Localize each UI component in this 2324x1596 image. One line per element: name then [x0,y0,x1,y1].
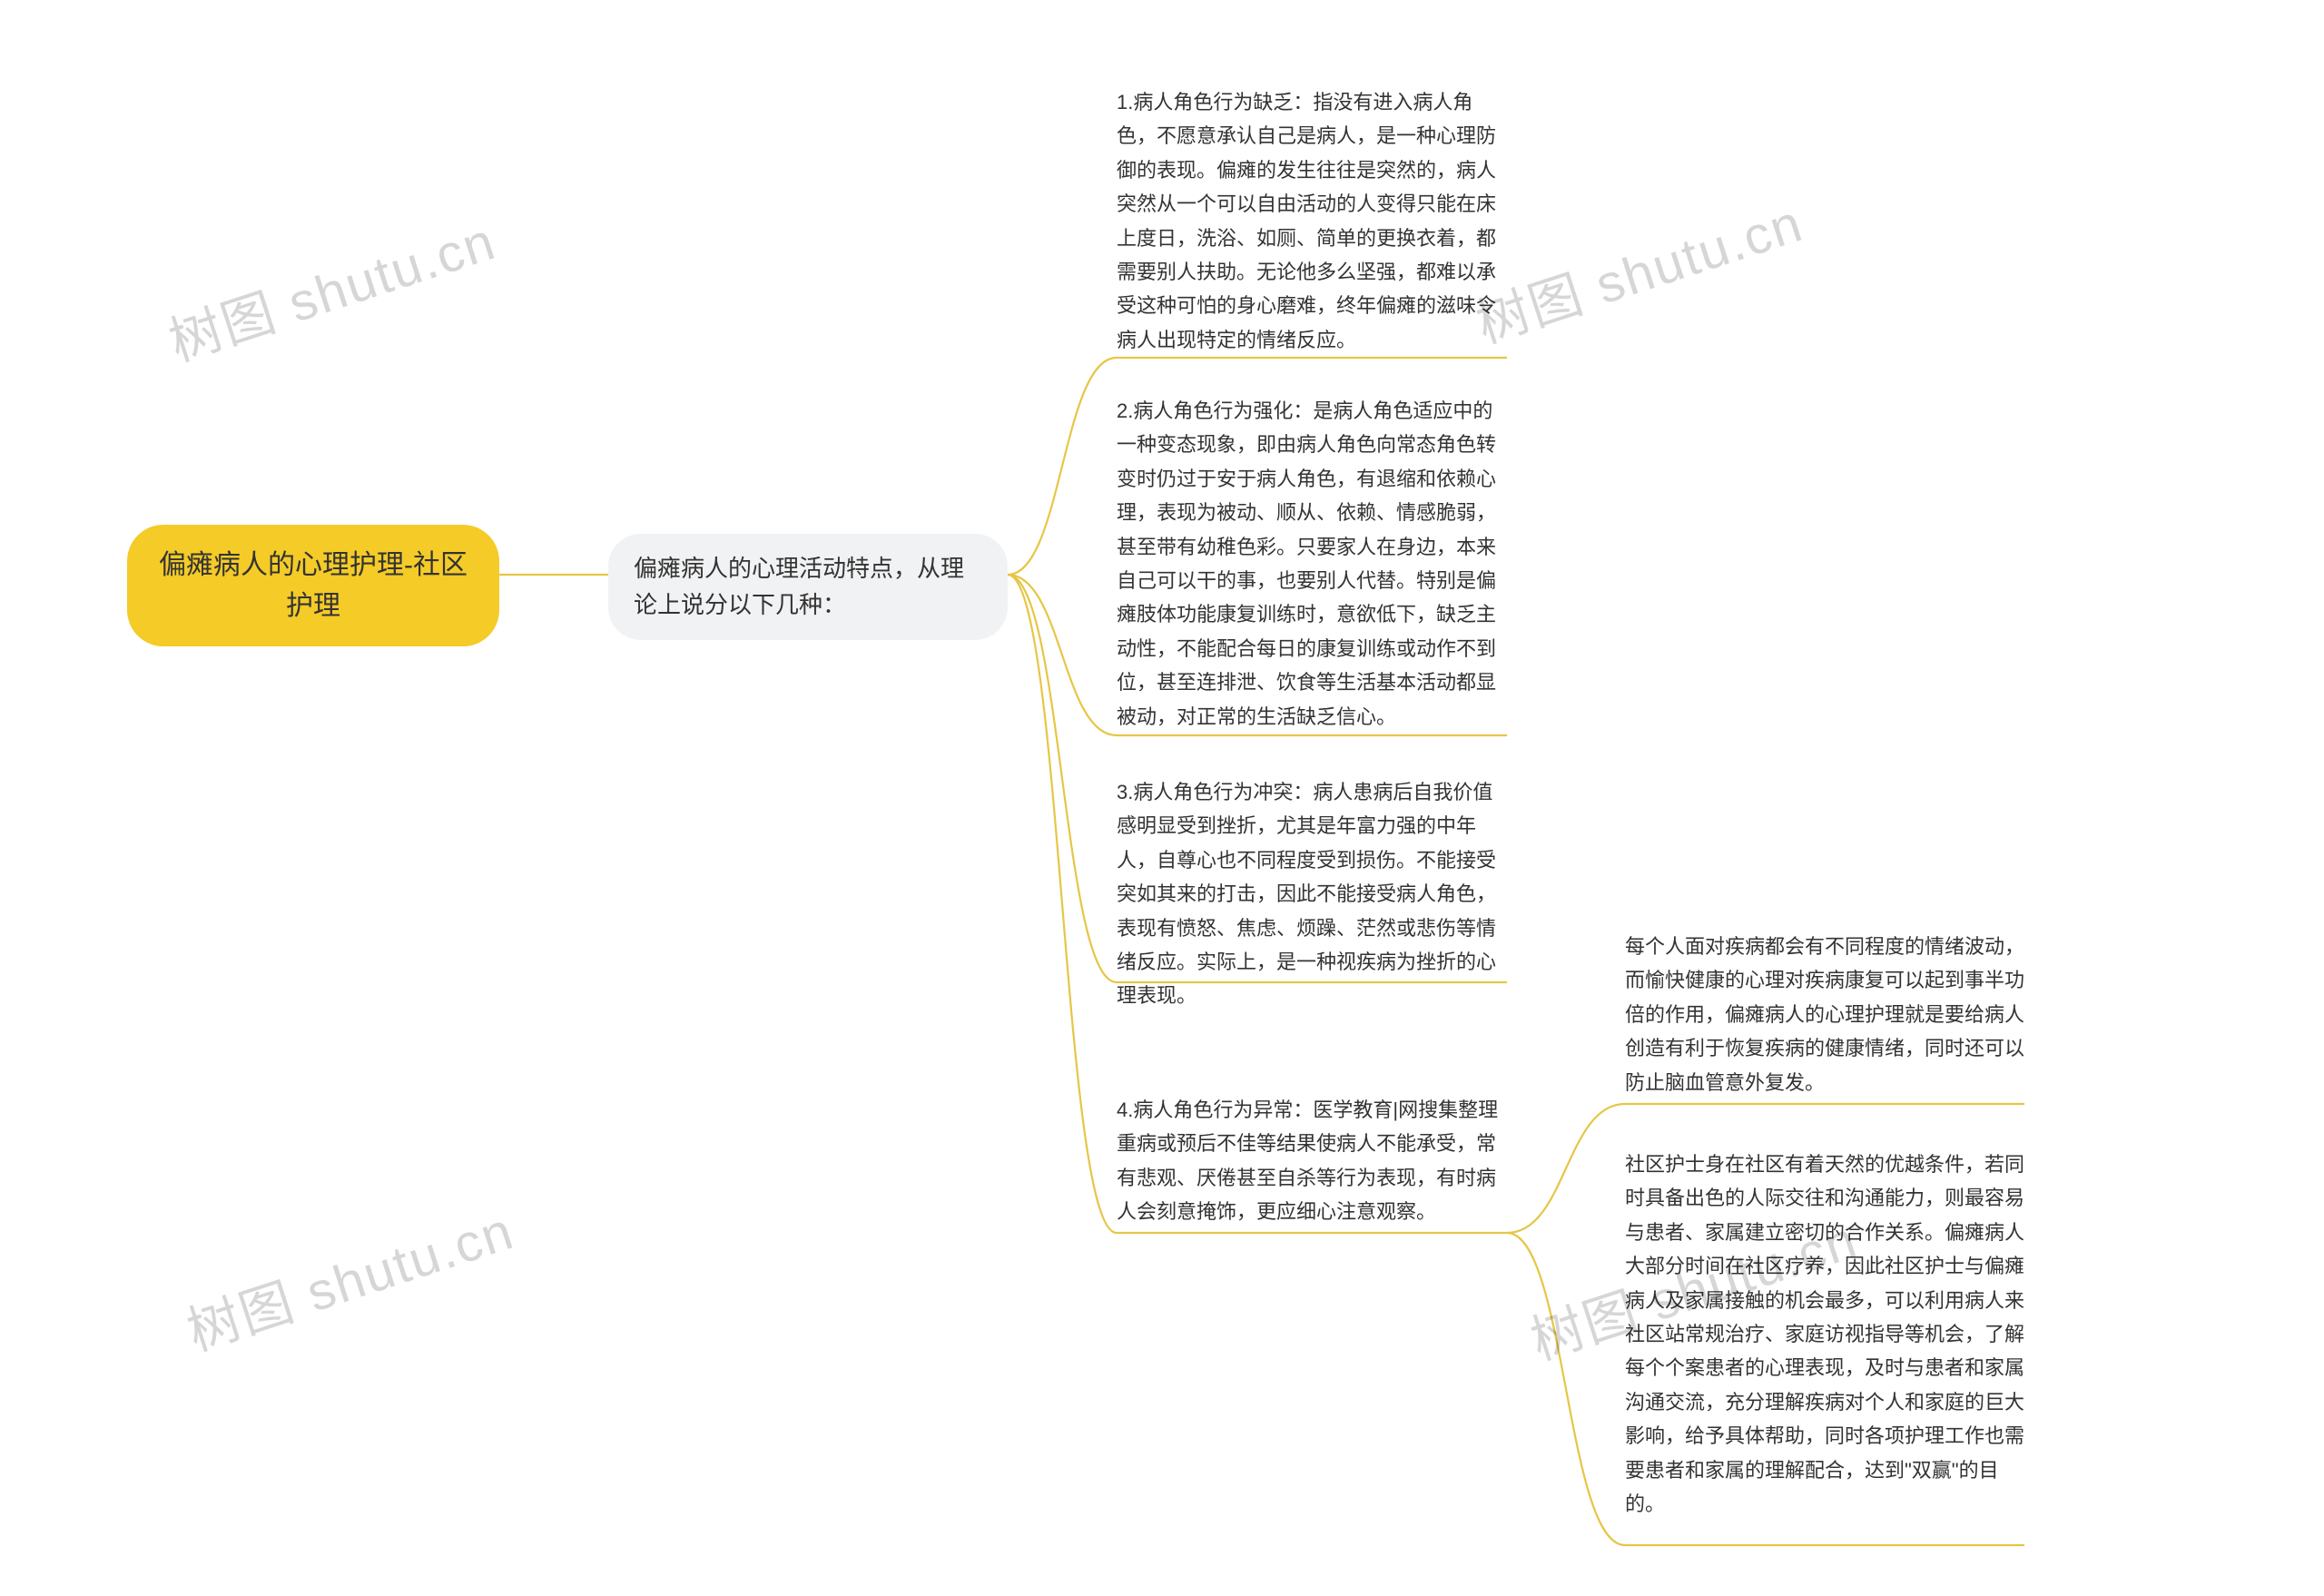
leaf-node-1[interactable]: 1.病人角色行为缺乏：指没有进入病人角色，不愿意承认自己是病人，是一种心理防御的… [1117,82,1507,360]
mindmap-canvas: 偏瘫病人的心理护理-社区护理 偏瘫病人的心理活动特点，从理论上说分以下几种： 1… [0,0,2324,1596]
watermark-1: 树图 shutu.cn [158,199,504,376]
watermark-3: 树图 shutu.cn [176,1188,522,1365]
subleaf-node-4a[interactable]: 每个人面对疾病都会有不同程度的情绪波动，而愉快健康的心理对疾病康复可以起到事半功… [1625,926,2024,1103]
subleaf-node-4b[interactable]: 社区护士身在社区有着天然的优越条件，若同时具备出色的人际交往和沟通能力，则最容易… [1625,1144,2024,1524]
root-node[interactable]: 偏瘫病人的心理护理-社区护理 [127,525,499,646]
watermark-2: 树图 shutu.cn [1465,181,1811,358]
level1-node[interactable]: 偏瘫病人的心理活动特点，从理论上说分以下几种： [608,534,1008,640]
leaf-node-2[interactable]: 2.病人角色行为强化：是病人角色适应中的一种变态现象，即由病人角色向常态角色转变… [1117,390,1507,737]
leaf-node-3[interactable]: 3.病人角色行为冲突：病人患病后自我价值感明显受到挫折，尤其是年富力强的中年人，… [1117,772,1507,1017]
leaf-node-4[interactable]: 4.病人角色行为异常：医学教育|网搜集整理重病或预后不佳等结果使病人不能承受，常… [1117,1089,1507,1233]
